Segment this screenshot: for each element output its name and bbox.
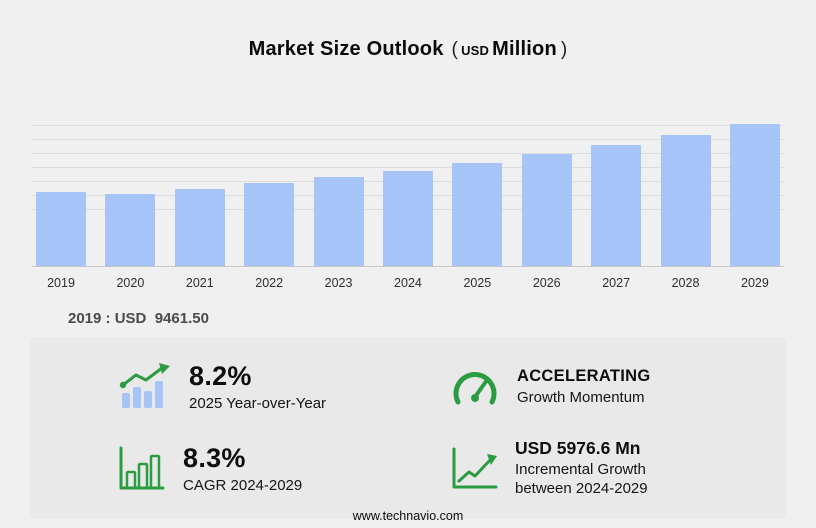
bar-2026 xyxy=(521,154,572,266)
title-paren-open: ( xyxy=(451,39,459,60)
x-axis-label-2027: 2027 xyxy=(602,276,631,290)
bar-2024 xyxy=(382,170,433,266)
incremental-growth-icon xyxy=(450,445,498,491)
x-axis-label-2021: 2021 xyxy=(185,276,214,290)
stat-incremental-growth: USD 5976.6 Mn Incremental Growth between… xyxy=(408,438,786,499)
bar-2028 xyxy=(660,135,711,266)
title-main: Market Size Outlook xyxy=(248,38,444,60)
title-unit-magnitude: Million xyxy=(492,38,557,60)
bar-2019 xyxy=(36,192,86,266)
x-axis: 2019 2020 2021 2022 2023 2024 2025 2026 2027 2028… xyxy=(32,276,784,290)
x-axis-label-2022: 2022 xyxy=(255,276,284,290)
bar-chart: 2019 2020 2021 2022 2023 2024 2025 2026 2027 2028… xyxy=(32,124,784,290)
footer-url: www.technavio.com xyxy=(352,509,464,523)
stat-value: ACCELERATING xyxy=(517,367,651,386)
yoy-growth-icon xyxy=(118,362,172,412)
bar-2027 xyxy=(591,145,642,266)
base-year-value: 2019 : USD 9461.50 xyxy=(68,310,209,327)
plot-area xyxy=(32,124,784,267)
stat-label: 2025 Year-over-Year xyxy=(189,395,327,413)
stat-label: Incremental Growth between 2024-2029 xyxy=(515,461,648,497)
stat-momentum: ACCELERATING Growth Momentum xyxy=(408,365,786,409)
stat-cagr: 8.3% CAGR 2024-2029 xyxy=(30,443,408,494)
stat-value: 8.2% xyxy=(189,361,252,391)
bar-2023 xyxy=(313,176,364,266)
title-paren-close: ) xyxy=(560,39,568,60)
stat-text: 8.2% 2025 Year-over-Year xyxy=(189,361,326,412)
bar-2022 xyxy=(244,182,295,266)
title-unit-currency: USD xyxy=(461,43,490,58)
stat-label: Growth Momentum xyxy=(517,389,645,406)
cagr-bars-icon xyxy=(118,445,166,491)
x-axis-label-2028: 2028 xyxy=(671,276,700,290)
stat-text: USD 5976.6 Mn Incremental Growth between… xyxy=(515,438,690,499)
stat-text: ACCELERATING Growth Momentum xyxy=(517,367,650,406)
x-axis-label-2020: 2020 xyxy=(116,276,145,290)
x-axis-label-2019: 2019 xyxy=(47,276,75,290)
stat-text: 8.3% CAGR 2024-2029 xyxy=(183,443,302,494)
page-title: Market Size Outlook (USD Million) xyxy=(0,0,816,61)
bar-2029 xyxy=(729,124,780,266)
stats-panel: 8.2% 2025 Year-over-Year ACCELERATING Gr… xyxy=(30,337,786,519)
speedometer-icon xyxy=(450,365,500,409)
stat-year-over-year: 8.2% 2025 Year-over-Year xyxy=(30,361,408,412)
x-axis-label-2026: 2026 xyxy=(532,276,561,290)
bar-2021 xyxy=(174,189,225,266)
stat-value: 8.3% xyxy=(183,442,246,473)
x-axis-label-2023: 2023 xyxy=(324,276,353,290)
x-axis-label-2024: 2024 xyxy=(394,276,422,290)
bar-2025 xyxy=(452,162,503,266)
stat-label: CAGR 2024-2029 xyxy=(183,476,303,494)
x-axis-label-2025: 2025 xyxy=(463,276,492,290)
bar-2020 xyxy=(105,194,156,266)
stat-value: USD 5976.6 Mn xyxy=(515,438,641,459)
x-axis-label-2029: 2029 xyxy=(741,276,769,290)
